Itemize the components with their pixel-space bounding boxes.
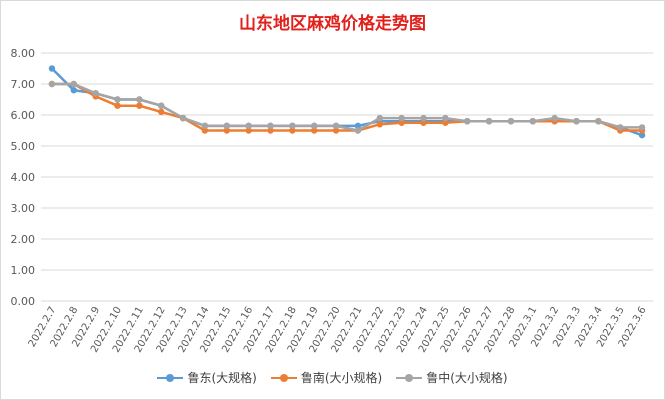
data-point <box>311 122 318 130</box>
data-point <box>442 119 449 126</box>
data-point <box>289 122 296 130</box>
data-point <box>114 102 121 109</box>
data-point <box>354 122 362 130</box>
data-point <box>48 65 56 72</box>
y-tick-label: 2.00 <box>11 233 36 246</box>
data-point <box>223 122 230 130</box>
chart-title: 山东地区麻鸡价格走势图 <box>239 14 426 34</box>
data-point <box>136 102 143 109</box>
data-point <box>223 127 230 134</box>
legend: 鲁东(大规格) 鲁南(大小规格) 鲁中(大小规格) <box>1 369 664 386</box>
data-point <box>595 118 602 125</box>
data-point <box>442 114 449 122</box>
series-line <box>51 82 643 132</box>
data-point <box>507 118 515 125</box>
series-2 <box>48 80 646 134</box>
data-point <box>485 118 493 125</box>
data-point <box>245 127 252 134</box>
data-point <box>332 122 340 130</box>
series-layer <box>48 65 646 139</box>
x-axis-ticks: 2022.2.72022.2.82022.2.92022.2.102022.2.… <box>27 305 649 355</box>
data-point <box>179 114 187 122</box>
data-point <box>70 87 77 94</box>
legend-swatch <box>270 373 297 383</box>
data-point <box>573 118 580 125</box>
data-point <box>420 114 427 122</box>
legend-label: 鲁东(大规格) <box>187 371 257 385</box>
y-tick-label: 4.00 <box>11 171 36 184</box>
data-point <box>158 108 165 116</box>
legend-item: 鲁东(大规格) <box>157 369 257 386</box>
data-point <box>529 118 536 125</box>
data-point <box>245 122 252 130</box>
data-point <box>464 118 471 125</box>
data-point <box>420 119 427 126</box>
y-tick-label: 0.00 <box>11 295 36 308</box>
data-point <box>332 127 340 134</box>
legend-swatch <box>157 373 184 383</box>
data-point <box>638 124 646 131</box>
gridlines <box>41 52 653 302</box>
data-point <box>638 131 646 139</box>
y-tick-label: 5.00 <box>11 140 36 153</box>
data-point <box>617 124 624 131</box>
data-point <box>267 127 274 134</box>
data-point <box>289 127 296 134</box>
y-tick-label: 7.00 <box>11 78 36 91</box>
data-point <box>201 122 209 130</box>
legend-swatch <box>396 373 423 383</box>
data-point <box>201 127 209 134</box>
data-point <box>48 80 56 88</box>
y-tick-label: 6.00 <box>11 109 36 122</box>
data-point <box>376 121 383 128</box>
data-point <box>551 114 558 122</box>
data-point <box>398 119 405 126</box>
y-tick-label: 8.00 <box>11 47 36 60</box>
data-point <box>92 90 99 97</box>
y-tick-label: 3.00 <box>11 202 36 215</box>
data-point <box>398 114 405 122</box>
data-point <box>376 114 383 122</box>
legend-item: 鲁南(大小规格) <box>270 369 383 386</box>
data-point <box>136 96 143 103</box>
data-point <box>70 80 77 88</box>
y-tick-label: 1.00 <box>11 264 36 277</box>
data-point <box>158 102 165 109</box>
data-point <box>114 96 121 103</box>
data-point <box>267 122 274 130</box>
legend-item: 鲁中(大小规格) <box>396 369 508 386</box>
series-line <box>51 82 643 132</box>
data-point <box>311 127 318 134</box>
y-axis-ticks: 0.00 1.00 2.00 3.00 4.00 5.00 6.00 7.00 8.00 <box>11 47 36 308</box>
data-point <box>354 127 362 134</box>
legend-label: 鲁南(大小规格) <box>300 371 383 385</box>
legend-label: 鲁中(大小规格) <box>426 371 508 385</box>
